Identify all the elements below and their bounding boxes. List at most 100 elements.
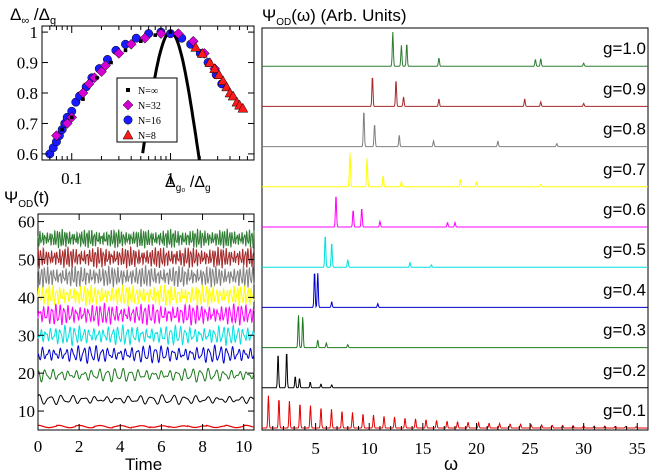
spectrum-label: g=0.8 xyxy=(603,120,646,139)
spectrum-g=0.7 xyxy=(262,152,648,188)
spectrum-g=0.3 xyxy=(262,315,648,349)
legend-label: N=∞ xyxy=(138,86,158,97)
spectrum-g=0.4 xyxy=(262,273,648,309)
time-series-g0.7 xyxy=(37,283,255,308)
spectrum-g=0.5 xyxy=(262,236,648,268)
y-tick-label: 10 xyxy=(18,402,35,421)
spectrum-xlabel: ω xyxy=(444,454,458,474)
time-series-g0.3 xyxy=(37,367,255,383)
time-series-g0.9 xyxy=(37,245,255,270)
y-tick-label: 0.7 xyxy=(17,114,39,133)
ninf-point xyxy=(123,48,128,53)
spectrum-panel: ΨOD(ω) (Arb. Units) g=1.0 g=0.9 g=0.8 g=0.7… xyxy=(261,6,649,474)
n32-point xyxy=(83,78,95,90)
ninf-point xyxy=(81,97,85,101)
legend-marker xyxy=(123,115,133,125)
y-tick-label: 20 xyxy=(18,364,35,383)
x-tick-label: 25 xyxy=(522,439,539,458)
spectrum-label: g=0.4 xyxy=(603,280,646,299)
scaling-ylabel: Δ∞ /Δg xyxy=(10,5,56,27)
legend-label: N=8 xyxy=(138,131,156,142)
time-series-g1.0 xyxy=(37,228,255,249)
time-series-g0.8 xyxy=(37,263,255,288)
n8-point xyxy=(190,41,202,52)
y-tick-label: 40 xyxy=(18,288,35,307)
n32-point xyxy=(51,130,62,141)
y-tick-label: 1 xyxy=(30,23,39,42)
x-tick-label: 10 xyxy=(361,439,378,458)
n32-point xyxy=(61,118,73,129)
n8-point xyxy=(196,47,208,58)
x-tick-label: 10 xyxy=(235,437,252,456)
x-tick-label: 1 xyxy=(166,169,175,188)
spectrum-label: g=0.9 xyxy=(603,79,646,98)
n32-point xyxy=(125,38,137,50)
legend-marker xyxy=(126,88,130,92)
scaling-panel: 0.60.70.80.910.1110 Δ∞ /Δg Δg₀ /Δg N=∞N=… xyxy=(10,5,278,194)
time-plot-frame xyxy=(37,213,255,431)
spectrum-g=1.0 xyxy=(262,31,648,67)
scaling-xlabel: Δg₀ /Δg xyxy=(165,174,211,194)
x-tick-label: 2 xyxy=(75,437,84,456)
ninf-point xyxy=(138,39,143,44)
ninf-point xyxy=(153,33,158,37)
n32-point xyxy=(155,28,167,39)
x-tick-label: 4 xyxy=(116,437,125,456)
y-tick-label: 0.9 xyxy=(17,54,38,73)
n8-point xyxy=(209,63,221,73)
y-tick-label: 50 xyxy=(18,250,35,269)
x-tick-label: 8 xyxy=(198,437,207,456)
time-series-g0.5 xyxy=(37,323,255,347)
spectrum-label: g=0.3 xyxy=(603,321,646,340)
ninf-point xyxy=(60,127,64,132)
n8-point xyxy=(213,69,225,79)
n8-point xyxy=(204,57,216,67)
n8-point xyxy=(237,102,249,113)
scaling-legend: N=∞ N=32 N=16 N=8 xyxy=(116,77,178,143)
n8-point xyxy=(217,75,229,86)
spectrum-label: g=0.5 xyxy=(603,240,646,259)
x-tick-label: 0 xyxy=(34,437,43,456)
x-tick-label: 6 xyxy=(157,437,166,456)
n32-point xyxy=(113,48,125,59)
time-series-g0.4 xyxy=(37,344,255,364)
spectrum-plot-frame xyxy=(261,27,649,431)
n32-point xyxy=(96,66,107,78)
legend-marker xyxy=(122,129,134,140)
n8-point xyxy=(227,90,239,101)
spectrum-g=0.2 xyxy=(262,354,648,389)
y-tick-label: 0.8 xyxy=(17,84,38,103)
n8-point xyxy=(221,81,233,92)
spectrum-title: ΨOD(ω) (Arb. Units) xyxy=(262,6,406,28)
ninf-point xyxy=(109,60,113,65)
x-tick-label: 5 xyxy=(311,439,320,458)
ninf-point xyxy=(95,75,99,80)
legend-label: N=16 xyxy=(138,116,161,127)
y-tick-label: 0.6 xyxy=(17,145,38,164)
time-series-g0.1 xyxy=(38,424,254,429)
y-tick-label: 60 xyxy=(18,213,35,232)
spectrum-label: g=0.6 xyxy=(603,200,646,219)
spectrum-label: g=0.2 xyxy=(603,361,646,380)
x-tick-label: 30 xyxy=(575,439,592,458)
time-domain-panel: ΨOD(t) 10 20 30 40 50 60 0 2 4 6 8 10 Time xyxy=(4,188,255,474)
x-tick-label: 35 xyxy=(629,439,646,458)
spectrum-label: g=0.1 xyxy=(603,401,646,420)
spectrum-label: g=0.7 xyxy=(603,160,646,179)
spectrum-g=0.6 xyxy=(262,196,648,228)
time-xlabel: Time xyxy=(125,455,162,474)
x-tick-label: 20 xyxy=(468,439,485,458)
time-series-g0.2 xyxy=(37,394,255,405)
spectrum-label: g=1.0 xyxy=(603,39,646,58)
spectrum-g=0.8 xyxy=(262,112,648,148)
time-title: ΨOD(t) xyxy=(4,188,49,210)
legend-marker xyxy=(122,99,134,111)
legend-label: N=32 xyxy=(138,101,161,112)
x-tick-label: 15 xyxy=(414,439,431,458)
n32-point xyxy=(172,28,184,39)
time-series-g0.6 xyxy=(37,302,255,328)
spectrum-g=0.9 xyxy=(262,77,648,107)
x-tick-label: 0.1 xyxy=(61,169,82,188)
ninf-point xyxy=(69,115,74,120)
